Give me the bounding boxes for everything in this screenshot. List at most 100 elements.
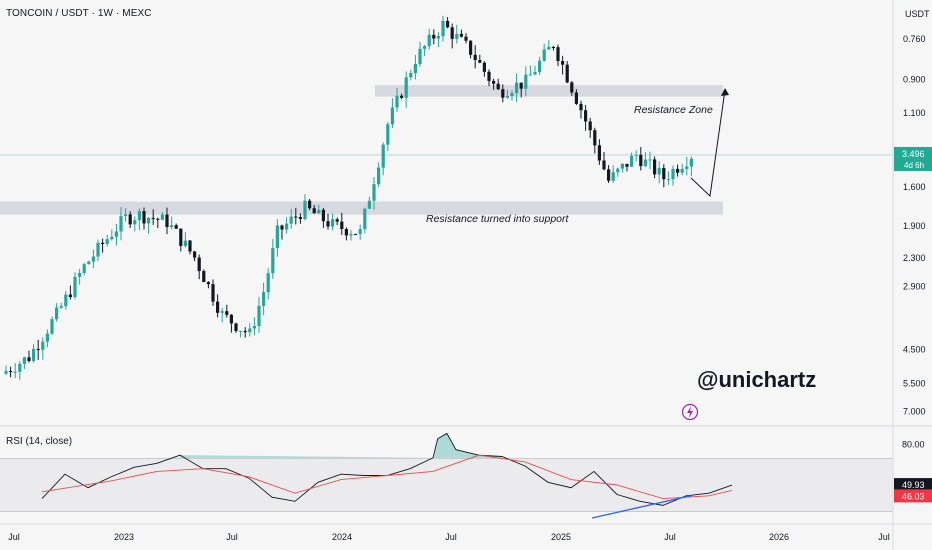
candle-body[interactable] [294,216,298,218]
candle-body[interactable] [91,256,95,262]
candle-body[interactable] [151,217,155,219]
candle-body[interactable] [266,273,270,293]
candle-body[interactable] [561,61,565,65]
candle-body[interactable] [312,208,316,214]
candle-body[interactable] [197,257,201,272]
candle-body[interactable] [239,330,243,332]
candle-body[interactable] [547,47,551,50]
candle-body[interactable] [335,219,339,222]
candle-body[interactable] [87,261,91,265]
candle-body[interactable] [418,48,422,65]
candle-body[interactable] [409,73,413,78]
candle-body[interactable] [593,130,597,146]
candle-body[interactable] [308,200,312,209]
candle-body[interactable] [455,33,459,39]
candle-body[interactable] [78,272,82,277]
candle-body[interactable] [689,158,693,167]
candle-body[interactable] [170,225,174,227]
candle-body[interactable] [271,248,275,274]
candle-body[interactable] [524,74,528,89]
candle-body[interactable] [533,71,537,75]
candle-body[interactable] [602,160,606,170]
candle-body[interactable] [643,159,647,167]
candle-body[interactable] [597,145,601,161]
candle-body[interactable] [41,341,45,350]
candle-body[interactable] [588,121,592,131]
candle-body[interactable] [432,34,436,39]
candle-body[interactable] [584,110,588,122]
candle-body[interactable] [519,82,523,89]
candle-body[interactable] [436,36,440,39]
candle-body[interactable] [13,371,17,373]
candle-body[interactable] [404,77,408,98]
candle-body[interactable] [344,229,348,236]
candle-body[interactable] [538,60,542,72]
candle-body[interactable] [400,95,404,98]
candle-body[interactable] [579,103,583,111]
candle-body[interactable] [510,93,514,97]
candle-body[interactable] [620,163,624,169]
candle-body[interactable] [505,96,509,98]
candle-body[interactable] [556,47,560,62]
candle-body[interactable] [285,223,289,230]
candle-body[interactable] [179,228,183,246]
candle-body[interactable] [96,242,100,257]
candle-body[interactable] [450,27,454,39]
candle-body[interactable] [298,217,302,220]
candle-body[interactable] [395,95,399,108]
candle-body[interactable] [229,314,233,324]
candle-body[interactable] [234,323,238,332]
candle-body[interactable] [565,64,569,83]
candle-body[interactable] [413,64,417,74]
candle-body[interactable] [82,264,86,273]
candle-body[interactable] [358,229,362,235]
candle-body[interactable] [114,231,118,237]
candle-body[interactable] [349,234,353,236]
candle-body[interactable] [515,82,519,94]
candle-body[interactable] [9,371,13,373]
candle-body[interactable] [27,357,31,361]
candle-body[interactable] [662,168,666,180]
candle-body[interactable] [216,301,220,313]
candle-body[interactable] [193,251,197,258]
candle-body[interactable] [607,169,611,181]
candle-body[interactable] [160,214,164,220]
candle-body[interactable] [225,311,229,315]
candle-body[interactable] [469,40,473,55]
candle-body[interactable] [243,330,247,333]
candle-body[interactable] [464,36,468,41]
candle-body[interactable] [326,221,330,227]
candle-body[interactable] [528,74,532,76]
candle-body[interactable] [142,211,146,224]
candle-body[interactable] [36,348,40,350]
candle-body[interactable] [487,71,491,81]
bolt-icon[interactable] [681,403,699,421]
candle-body[interactable] [18,363,22,372]
candle-body[interactable] [165,214,169,227]
candle-body[interactable] [390,107,394,125]
candle-body[interactable] [657,168,661,175]
candle-body[interactable] [427,34,431,47]
candle-body[interactable] [423,46,427,49]
candle-body[interactable] [55,307,59,320]
candle-body[interactable] [616,168,620,173]
candle-body[interactable] [574,92,578,104]
candle-body[interactable] [133,220,137,225]
candle-body[interactable] [321,209,325,222]
candle-body[interactable] [482,62,486,72]
candle-body[interactable] [551,47,555,49]
candle-body[interactable] [183,240,187,246]
candle-body[interactable] [446,20,450,28]
candle-body[interactable] [367,200,371,209]
candle-body[interactable] [119,216,123,232]
candle-body[interactable] [128,214,132,225]
candle-body[interactable] [317,209,321,214]
candle-body[interactable] [386,124,390,145]
candle-body[interactable] [634,154,638,156]
candle-body[interactable] [630,155,634,167]
rsi-pane[interactable] [0,432,893,519]
candle-body[interactable] [211,284,215,302]
candle-body[interactable] [377,167,381,185]
candle-body[interactable] [156,218,160,220]
candle-body[interactable] [4,371,8,374]
